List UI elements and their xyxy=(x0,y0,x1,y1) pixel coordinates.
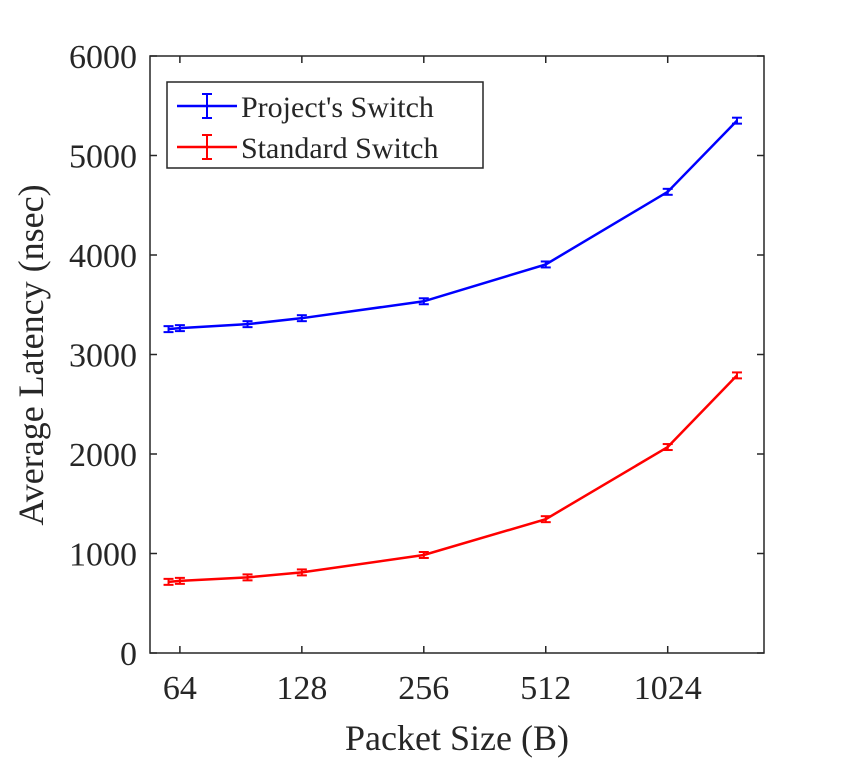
data-point-project-s-switch xyxy=(540,260,551,269)
legend-label-standard-switch: Standard Switch xyxy=(241,132,438,165)
data-point-standard-switch xyxy=(242,573,253,582)
data-point-project-s-switch xyxy=(163,325,174,334)
y-tick-label: 6000 xyxy=(69,39,137,76)
y-tick-label: 0 xyxy=(120,636,137,673)
data-point-standard-switch xyxy=(540,515,551,524)
legend-entry-standard-switch: Standard Switch xyxy=(177,132,438,165)
x-tick-label: 1024 xyxy=(634,670,702,707)
data-point-project-s-switch xyxy=(662,187,673,196)
series-line-project-s-switch xyxy=(168,119,738,331)
y-tick-label: 1000 xyxy=(69,537,137,574)
x-tick-label: 64 xyxy=(163,670,197,707)
x-tick-label: 256 xyxy=(398,670,449,707)
data-point-standard-switch xyxy=(163,577,174,586)
series-layer xyxy=(163,116,742,586)
y-tick-label: 5000 xyxy=(69,139,137,176)
data-point-standard-switch xyxy=(662,443,673,452)
data-point-standard-switch xyxy=(296,568,307,577)
legend-label-projects-switch: Project's Switch xyxy=(241,91,434,124)
data-point-project-s-switch xyxy=(296,314,307,323)
data-point-project-s-switch xyxy=(731,116,742,125)
legend-entry-projects-switch: Project's Switch xyxy=(177,91,434,124)
axes-layer: 0 1000 2000 3000 4000 5000 6000 64 128 256 512 1024 xyxy=(69,39,765,707)
series-standard-switch xyxy=(163,371,742,586)
series-project-s-switch xyxy=(163,116,742,334)
x-tick-label: 128 xyxy=(276,670,327,707)
legend-box xyxy=(166,81,484,169)
legend: Project's Switch Standard Switch xyxy=(166,81,484,169)
x-tick-label: 512 xyxy=(520,670,571,707)
data-point-project-s-switch xyxy=(418,297,429,306)
data-point-project-s-switch xyxy=(242,320,253,329)
data-point-standard-switch xyxy=(418,551,429,559)
series-line-standard-switch xyxy=(168,374,738,584)
x-axis-label: Packet Size (B) xyxy=(345,718,569,758)
y-tick-label: 2000 xyxy=(69,437,137,474)
y-tick-label: 4000 xyxy=(69,238,137,275)
data-point-standard-switch xyxy=(731,371,742,380)
data-point-project-s-switch xyxy=(174,324,185,333)
y-tick-label: 3000 xyxy=(69,338,137,375)
data-point-standard-switch xyxy=(174,576,185,585)
y-axis-label: Average Latency (nsec) xyxy=(11,184,51,525)
